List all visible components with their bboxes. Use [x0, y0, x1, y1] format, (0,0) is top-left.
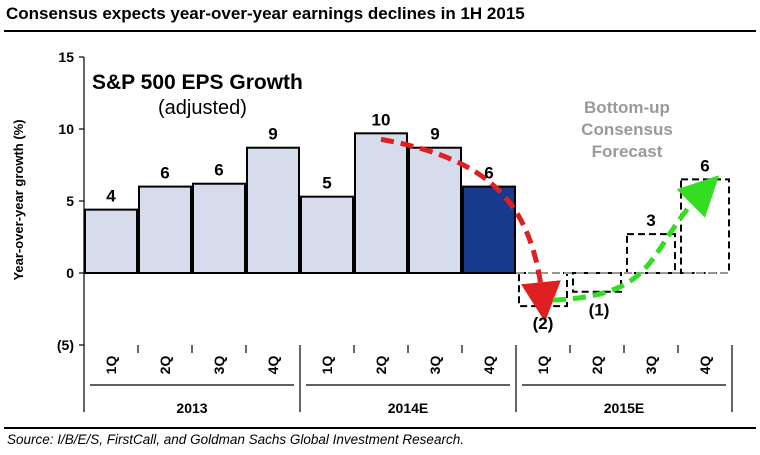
data-label: 9 [430, 125, 439, 144]
source-rule [4, 427, 756, 429]
data-bar [84, 208, 138, 274]
data-bar [246, 146, 300, 274]
data-bar [192, 182, 246, 274]
category-label: 2Q [157, 356, 173, 375]
category-label: 3Q [211, 356, 227, 375]
data-label: 3 [646, 211, 655, 230]
category-label: 4Q [265, 356, 281, 375]
chart-title: S&P 500 EPS Growth [92, 71, 303, 94]
category-label: 4Q [697, 356, 713, 375]
forecast-bar [680, 178, 730, 274]
group-label: 2013 [176, 400, 207, 416]
category-label: 1Q [535, 356, 551, 375]
category-label: 1Q [319, 356, 335, 375]
data-bar [300, 195, 354, 274]
data-bar [354, 132, 408, 274]
group-label: 2014E [388, 400, 428, 416]
source-note: Source: I/B/E/S, FirstCall, and Goldman … [7, 432, 464, 447]
y-tick-label: (5) [57, 337, 74, 353]
y-tick-label: 5 [66, 193, 74, 209]
category-label: 4Q [481, 356, 497, 375]
data-label: (1) [589, 301, 610, 320]
forecast-label-line-3: Forecast [592, 142, 663, 161]
green-recovery-arrow [552, 175, 720, 303]
forecast-label-line-2: Consensus [581, 120, 673, 139]
y-tick-label: 15 [58, 49, 74, 65]
y-tick-label: 10 [58, 121, 74, 137]
headline: Consensus expects year-over-year earning… [6, 4, 525, 23]
data-label: 4 [106, 187, 116, 206]
category-label: 3Q [427, 356, 443, 375]
group-label: 2015E [604, 400, 644, 416]
data-label: 5 [322, 174, 331, 193]
data-bar [408, 146, 462, 274]
data-label: 9 [268, 125, 277, 144]
chart-subtitle: (adjusted) [158, 97, 247, 119]
eps-growth-chart: (5) 0 5 10 15 4 6 6 9 5 10 9 6 (2) (1) 3 6 1Q 2Q 3Q 4Q 1Q 2Q 3… [11, 49, 733, 416]
forecast-bar [572, 272, 622, 293]
category-label: 3Q [643, 356, 659, 375]
headline-rule [4, 30, 756, 32]
category-label: 2Q [373, 356, 389, 375]
y-tick-label: 0 [66, 265, 74, 281]
data-label: 10 [372, 110, 391, 129]
data-label: 6 [160, 164, 169, 183]
forecast-label-line-1: Bottom-up [584, 98, 670, 117]
category-label: 2Q [589, 356, 605, 375]
data-label: 6 [214, 161, 223, 180]
data-label: (2) [533, 314, 554, 333]
red-decline-arrow [380, 136, 561, 323]
forecast-bar [626, 233, 676, 274]
data-label: 6 [484, 164, 493, 183]
data-label: 6 [700, 156, 709, 175]
category-label: 1Q [103, 356, 119, 375]
data-bar [138, 185, 192, 275]
y-axis-label: Year-over-year growth (%) [11, 119, 26, 280]
